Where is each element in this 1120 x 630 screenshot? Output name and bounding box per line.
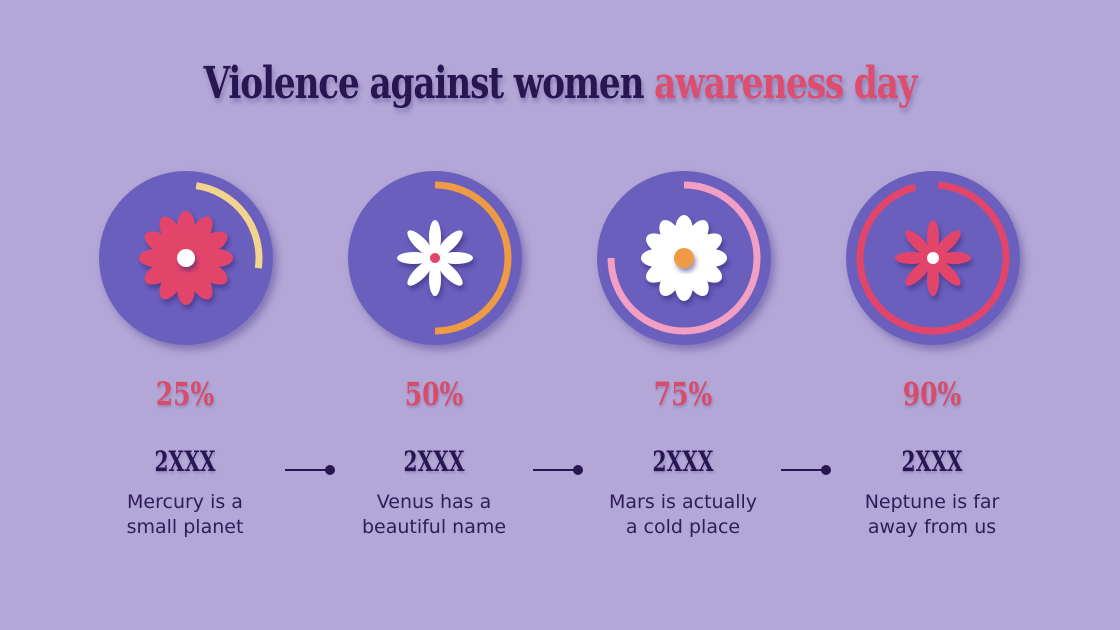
description: Neptune is far away from us [812,490,1052,540]
description-line-1: Mercury is a [127,491,243,513]
timeline-connector-1 [285,465,335,475]
year-label: 2XXX [901,445,963,478]
page-title: Violence against women awareness day [123,58,997,109]
description-line-2: away from us [867,516,997,538]
connector-line [533,469,577,471]
description-line-2: small planet [126,516,244,538]
progress-disc-75 [596,170,772,346]
description: Mars is actually a cold place [563,490,803,540]
connector-dot [821,465,831,475]
description: Venus has a beautiful name [314,490,554,540]
description-line-2: a cold place [625,516,741,538]
year-label: 2XXX [154,445,216,478]
percent-value: 75% [653,375,713,413]
year-label: 2XXX [652,445,714,478]
description-line-1: Venus has a [376,491,492,513]
description-line-2: beautiful name [361,516,507,538]
connector-line [781,469,825,471]
description: Mercury is a small planet [65,490,305,540]
connector-dot [325,465,335,475]
title-part-accent: awareness day [654,58,917,109]
percent-value: 50% [404,375,464,413]
progress-disc-50 [347,170,523,346]
year-label: 2XXX [403,445,465,478]
timeline-connector-3 [781,465,831,475]
percent-value: 25% [155,375,215,413]
title-part-dark: Violence against women [203,58,655,109]
progress-disc-90 [845,170,1021,346]
connector-dot [573,465,583,475]
description-line-1: Neptune is far [864,491,1000,513]
progress-disc-25 [98,170,274,346]
description-line-1: Mars is actually [608,491,758,513]
percent-value: 90% [902,375,962,413]
timeline-connector-2 [533,465,583,475]
connector-line [285,469,329,471]
